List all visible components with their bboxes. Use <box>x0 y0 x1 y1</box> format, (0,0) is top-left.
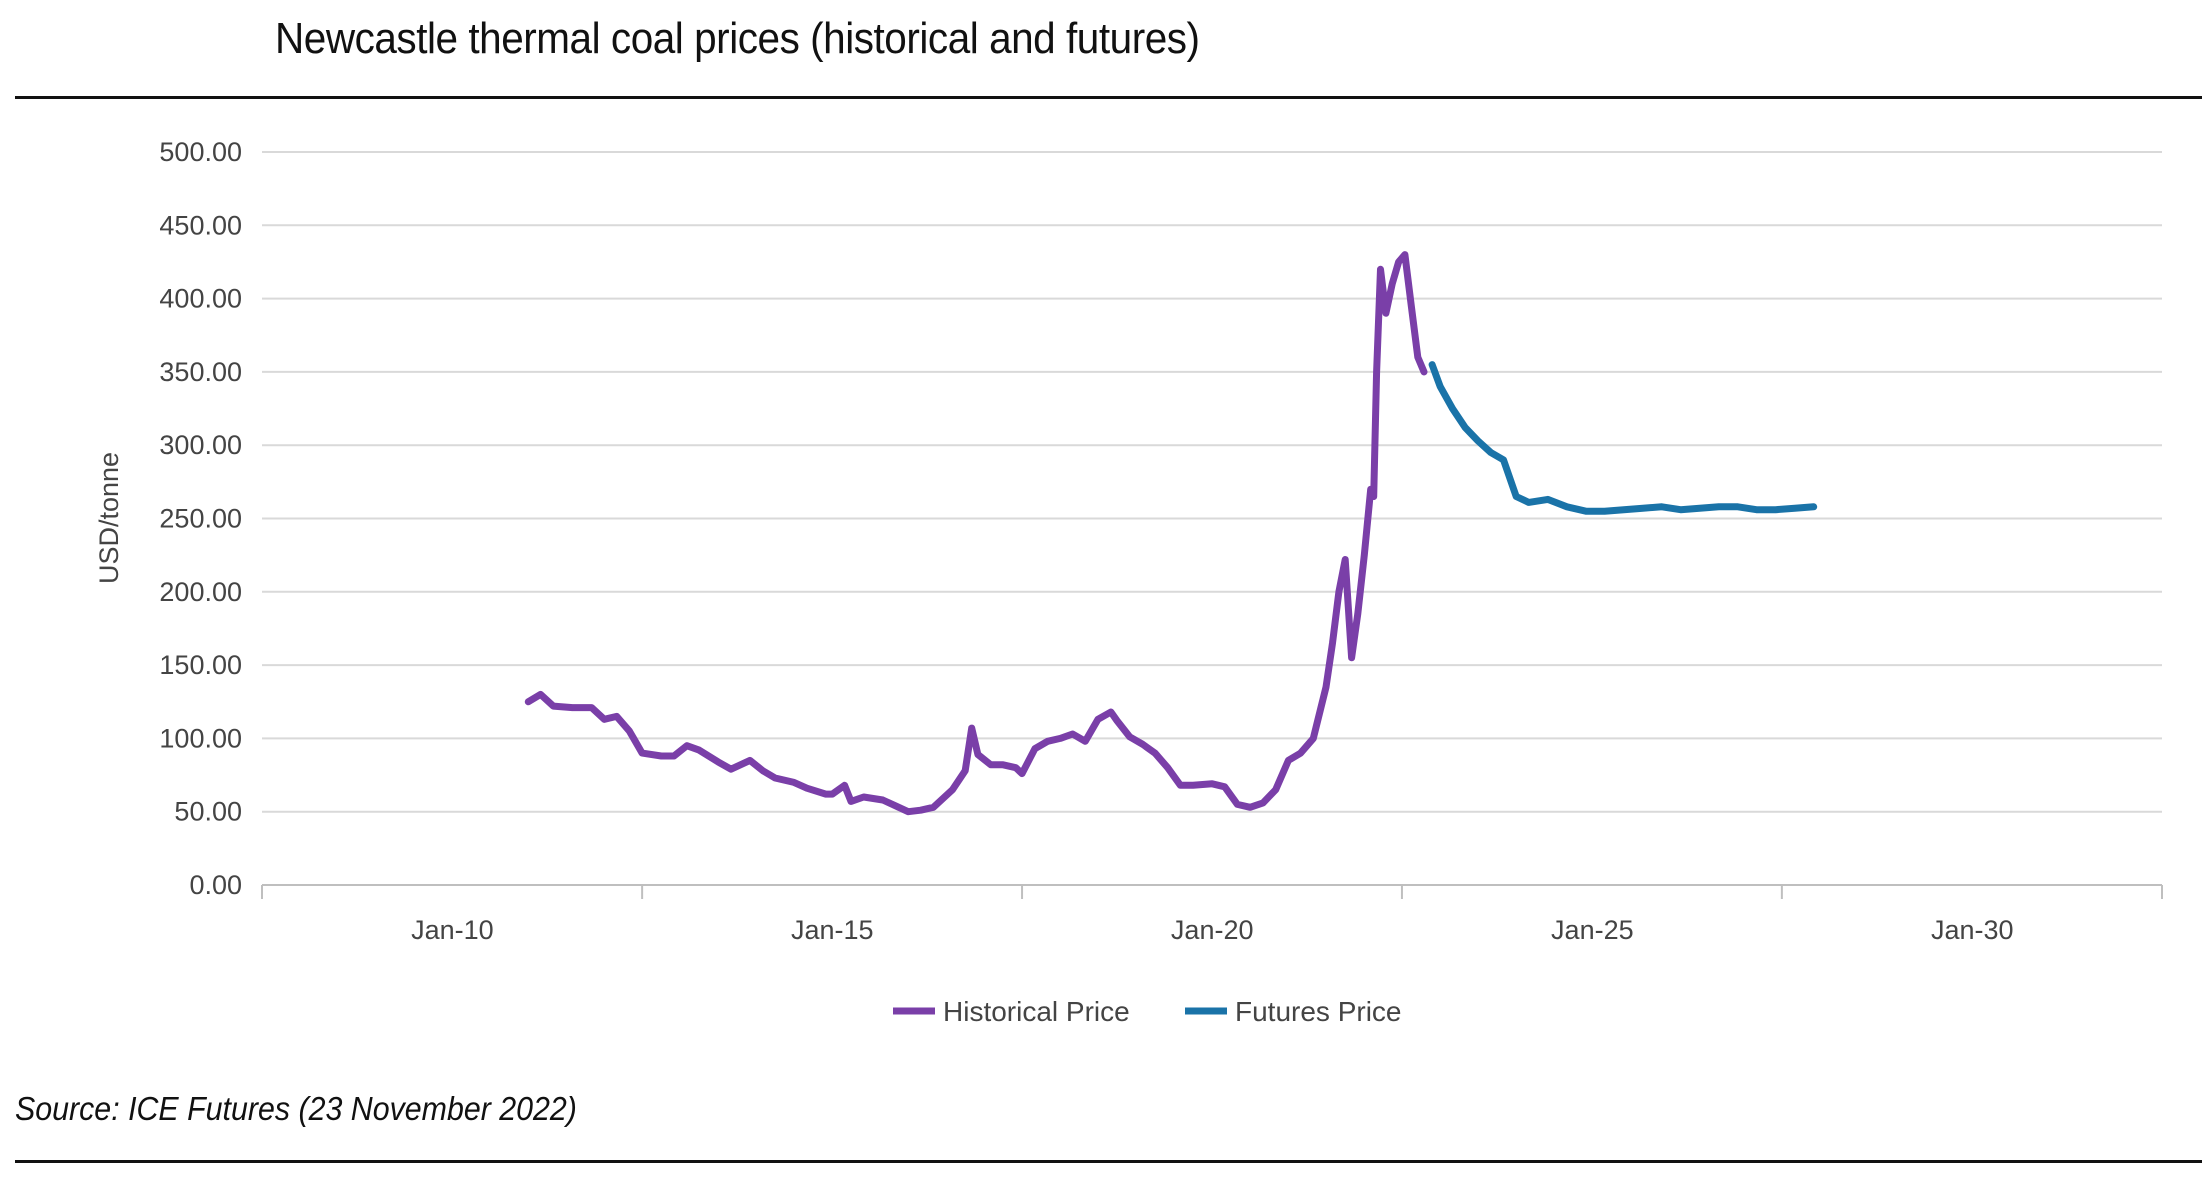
futures-price-line <box>1428 361 1818 515</box>
y-tick-label: 400.00 <box>159 284 242 314</box>
y-tick-label: 300.00 <box>159 430 242 460</box>
chart-title: Newcastle thermal coal prices (historica… <box>275 14 1200 63</box>
y-axis-title: USD/tonne <box>94 452 124 584</box>
y-tick-label: 100.00 <box>159 723 242 753</box>
y-tick-label: 150.00 <box>159 650 242 680</box>
y-axis-ticks: 0.00 50.00 100.00 150.00 200.00 250.00 300.00 3… <box>159 137 242 900</box>
y-tick-label: 50.00 <box>174 797 242 827</box>
legend: Historical Price Futures Price <box>893 996 1402 1027</box>
series-lines <box>524 251 1818 816</box>
y-tick-label: 200.00 <box>159 577 242 607</box>
legend-label-futures: Futures Price <box>1235 996 1402 1027</box>
gridlines <box>262 151 2162 813</box>
x-tick-label: Jan-10 <box>411 915 494 945</box>
x-tick-label: Jan-20 <box>1171 915 1254 945</box>
x-tick-label: Jan-30 <box>1931 915 2014 945</box>
bottom-rule <box>15 1160 2202 1163</box>
legend-label-historical: Historical Price <box>943 996 1130 1027</box>
line-chart: 0.00 50.00 100.00 150.00 200.00 250.00 300.00 3… <box>94 137 2163 1027</box>
y-tick-label: 350.00 <box>159 357 242 387</box>
top-rule <box>15 96 2202 99</box>
y-tick-label: 0.00 <box>189 870 242 900</box>
y-tick-label: 450.00 <box>159 210 242 240</box>
y-tick-label: 250.00 <box>159 504 242 534</box>
source-note: Source: ICE Futures (23 November 2022) <box>15 1090 577 1127</box>
historical-price-line <box>524 251 1428 816</box>
x-tick-label: Jan-25 <box>1551 915 1634 945</box>
y-tick-label: 500.00 <box>159 137 242 167</box>
x-tick-label: Jan-15 <box>791 915 874 945</box>
x-axis: Jan-10 Jan-15 Jan-20 Jan-25 Jan-30 <box>261 884 2163 945</box>
